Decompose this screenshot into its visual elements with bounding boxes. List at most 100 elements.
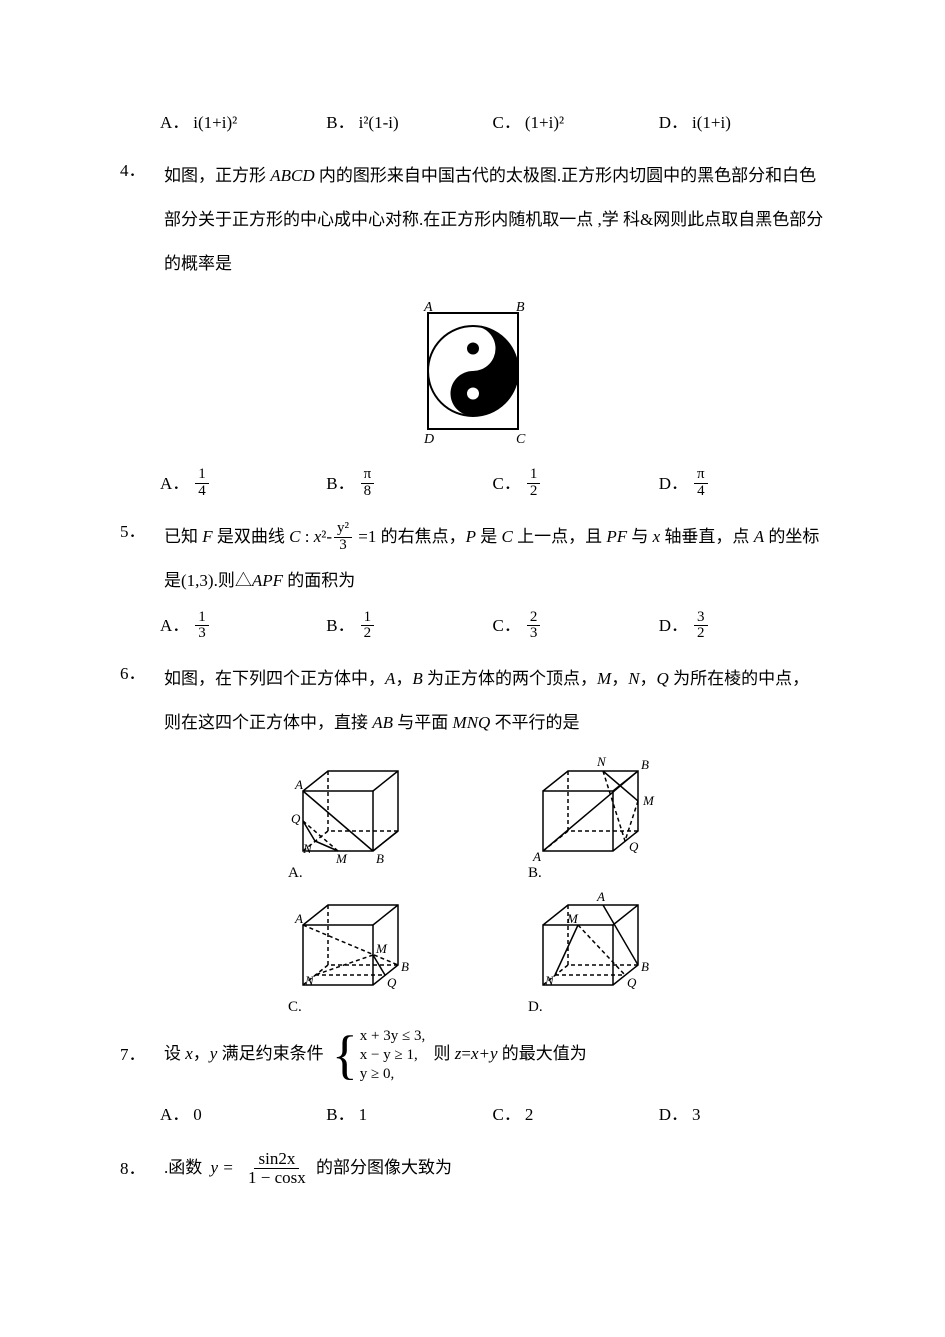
svg-text:N: N	[304, 973, 315, 988]
svg-text:N: N	[302, 841, 313, 856]
cube-b-icon: A B N M Q B.	[513, 751, 673, 881]
q7-options: A． 0 B． 1 C． 2 D． 3	[120, 1084, 825, 1142]
opt-label: D．	[659, 1098, 688, 1132]
cube-d-icon: A B M N Q D.	[513, 885, 673, 1015]
t: ，	[611, 669, 628, 688]
var-ab: AB	[372, 713, 393, 732]
q4-body: 如图，正方形 ABCD 内的图形来自中国古代的太极图.正方形内切圆中的黑色部分和…	[164, 154, 825, 287]
opt-value: 0	[193, 1098, 202, 1132]
var-mnq: MNQ	[453, 713, 491, 732]
t: ，	[395, 669, 412, 688]
t: 上一点，且	[513, 527, 607, 546]
t: ，	[193, 1044, 210, 1063]
t: 的面积为	[283, 571, 355, 590]
t: 轴垂直，点	[660, 527, 754, 546]
cube-c-icon: A B M N Q C.	[273, 885, 433, 1015]
q4-opt-b: B． π8	[326, 467, 492, 501]
brace-icon: {	[332, 1028, 358, 1082]
opt-label: C．	[493, 1098, 521, 1132]
frac: 23	[527, 610, 541, 643]
var-f: F	[202, 527, 212, 546]
var-b: B	[412, 669, 422, 688]
t: 为正方体的两个顶点，	[423, 669, 597, 688]
t: 与	[627, 527, 653, 546]
q6-figures: A B Q N M A.	[120, 751, 825, 1019]
q4-num: 4．	[120, 154, 164, 188]
opt-label: D．	[659, 609, 688, 643]
q8-num: 8．	[120, 1152, 164, 1186]
q3-opt-a: A． i(1+i)²	[160, 106, 326, 140]
opt-label: C．	[493, 106, 521, 140]
t: 已知	[164, 527, 202, 546]
q5-num: 5．	[120, 515, 164, 549]
svg-text:N: N	[544, 973, 555, 988]
frac: y²3	[334, 521, 352, 554]
opt-label: A．	[160, 106, 189, 140]
q3-opt-b: B． i²(1-i)	[326, 106, 492, 140]
opt-label: A．	[160, 467, 189, 501]
svg-text:B: B	[376, 851, 384, 866]
sys-line: x − y ≥ 1,	[360, 1046, 425, 1065]
q7-opt-a: A． 0	[160, 1098, 326, 1132]
t: 的最大值为	[498, 1044, 587, 1063]
q8-body: .函数 y = sin2x 1 − cosx 的部分图像大致为	[164, 1150, 825, 1188]
q5-opt-a: A． 13	[160, 609, 326, 643]
opt-value: i(1+i)	[692, 106, 731, 140]
opt-value: 3	[692, 1098, 701, 1132]
exam-page: A． i(1+i)² B． i²(1-i) C． (1+i)² D． i(1+i…	[0, 0, 945, 1248]
cubes-row-1: A B Q N M A.	[273, 751, 673, 881]
opt-label: B．	[326, 467, 354, 501]
opt-value: 2	[525, 1098, 534, 1132]
var-q: Q	[657, 669, 669, 688]
svg-text:A: A	[294, 777, 303, 792]
t: ，	[640, 669, 657, 688]
constraint-system: { x + 3y ≤ 3, x − y ≥ 1, y ≥ 0,	[332, 1027, 425, 1083]
q8: 8． .函数 y = sin2x 1 − cosx 的部分图像大致为	[120, 1150, 825, 1188]
q6: 6． 如图，在下列四个正方体中，A，B 为正方体的两个顶点，M，N，Q 为所在棱…	[120, 657, 825, 745]
t: 满足约束条件	[217, 1044, 323, 1063]
opt-label: D．	[659, 106, 688, 140]
svg-text:A: A	[596, 889, 605, 904]
q7-opt-c: C． 2	[493, 1098, 659, 1132]
q5-options: A． 13 B． 12 C． 23 D． 32	[120, 603, 825, 649]
opt-label: A．	[160, 609, 189, 643]
opt-label: C．	[493, 467, 521, 501]
cube-a-label: A.	[288, 865, 303, 881]
t: =	[461, 1044, 471, 1063]
opt-label: D．	[659, 467, 688, 501]
cubes-row-2: A B M N Q C. A	[273, 885, 673, 1015]
svg-text:B: B	[641, 757, 649, 772]
q4-figure: A B D C	[120, 295, 825, 457]
label-c: C	[516, 432, 526, 445]
t: 如图，在下列四个正方体中，	[164, 669, 385, 688]
svg-text:Q: Q	[627, 975, 637, 990]
q3-options: A． i(1+i)² B． i²(1-i) C． (1+i)² D． i(1+i…	[120, 100, 825, 146]
q4-opt-a: A． 14	[160, 467, 326, 501]
t: :	[300, 527, 313, 546]
t: 设	[164, 1044, 185, 1063]
t: 与平面	[393, 713, 453, 732]
q7: 7． 设 x，y 满足约束条件 { x + 3y ≤ 3, x − y ≥ 1,…	[120, 1027, 825, 1083]
svg-text:B: B	[401, 959, 409, 974]
sys-line: x + 3y ≤ 3,	[360, 1027, 425, 1046]
q4-abcd: ABCD	[270, 166, 314, 185]
q5-opt-d: D． 32	[659, 609, 825, 643]
var-xy: x+y	[471, 1044, 498, 1063]
q4-opt-c: C． 12	[493, 467, 659, 501]
q4-opt-d: D． π4	[659, 467, 825, 501]
t: 则	[433, 1044, 454, 1063]
t: 不平行的是	[490, 713, 579, 732]
t: 的部分图像大致为	[316, 1158, 452, 1177]
taiji-icon: A B D C	[398, 295, 548, 445]
svg-text:M: M	[566, 911, 579, 926]
svg-text:M: M	[642, 793, 655, 808]
var-a: A	[754, 527, 764, 546]
opt-value: i²(1-i)	[359, 106, 399, 140]
svg-text:N: N	[596, 754, 607, 769]
svg-text:B: B	[641, 959, 649, 974]
q4: 4． 如图，正方形 ABCD 内的图形来自中国古代的太极图.正方形内切圆中的黑色…	[120, 154, 825, 287]
frac: π8	[361, 467, 375, 500]
q5: 5． 已知 F 是双曲线 C : x²-y²3 =1 的右焦点，P 是 C 上一…	[120, 515, 825, 603]
label-d: D	[423, 432, 434, 445]
svg-text:M: M	[335, 851, 348, 866]
